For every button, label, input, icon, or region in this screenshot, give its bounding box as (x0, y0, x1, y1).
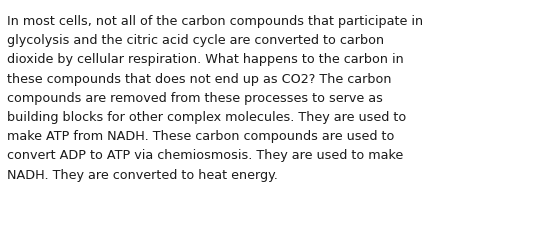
Text: In most cells, not all of the carbon compounds that participate in
glycolysis an: In most cells, not all of the carbon com… (7, 15, 423, 181)
